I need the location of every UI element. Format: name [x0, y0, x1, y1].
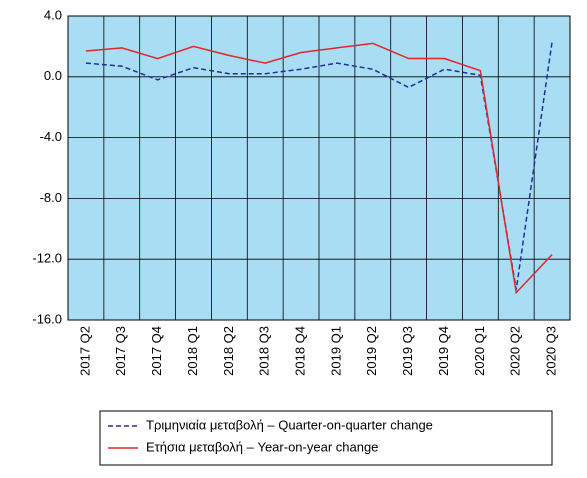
legend-box: [99, 410, 553, 466]
x-tick-label: 2017 Q3: [113, 326, 128, 376]
x-tick-label: 2019 Q2: [364, 326, 379, 376]
series-line: [85, 41, 553, 290]
x-tick-label: 2020 Q2: [508, 326, 523, 376]
y-tick-label: 0.0: [44, 68, 62, 83]
x-tick-label: 2020 Q1: [472, 326, 487, 376]
y-tick-label: 4.0: [44, 7, 62, 22]
legend-label: Ετήσια μεταβολή – Year-on-year change: [146, 439, 378, 454]
x-tick-label: 2019 Q3: [400, 326, 415, 376]
legend-label: Τριμηνιαία μεταβολή – Quarter-on-quarter…: [146, 417, 433, 432]
x-tick-label: 2020 Q3: [544, 326, 559, 376]
x-tick-label: 2019 Q1: [328, 326, 343, 376]
y-tick-label: -8.0: [40, 190, 62, 205]
x-tick-label: 2017 Q2: [77, 326, 92, 376]
x-tick-label: 2018 Q2: [221, 326, 236, 376]
x-tick-label: 2019 Q4: [436, 326, 451, 376]
x-tick-label: 2018 Q3: [257, 326, 272, 376]
series-line: [85, 42, 553, 295]
x-tick-label: 2018 Q4: [293, 326, 308, 376]
y-tick-label: -4.0: [40, 129, 62, 144]
x-tick-label: 2018 Q1: [185, 326, 200, 376]
y-tick-label: -16.0: [32, 311, 62, 326]
y-tick-label: -12.0: [32, 251, 62, 266]
x-tick-label: 2017 Q4: [149, 326, 164, 376]
plot-border: [67, 15, 571, 321]
